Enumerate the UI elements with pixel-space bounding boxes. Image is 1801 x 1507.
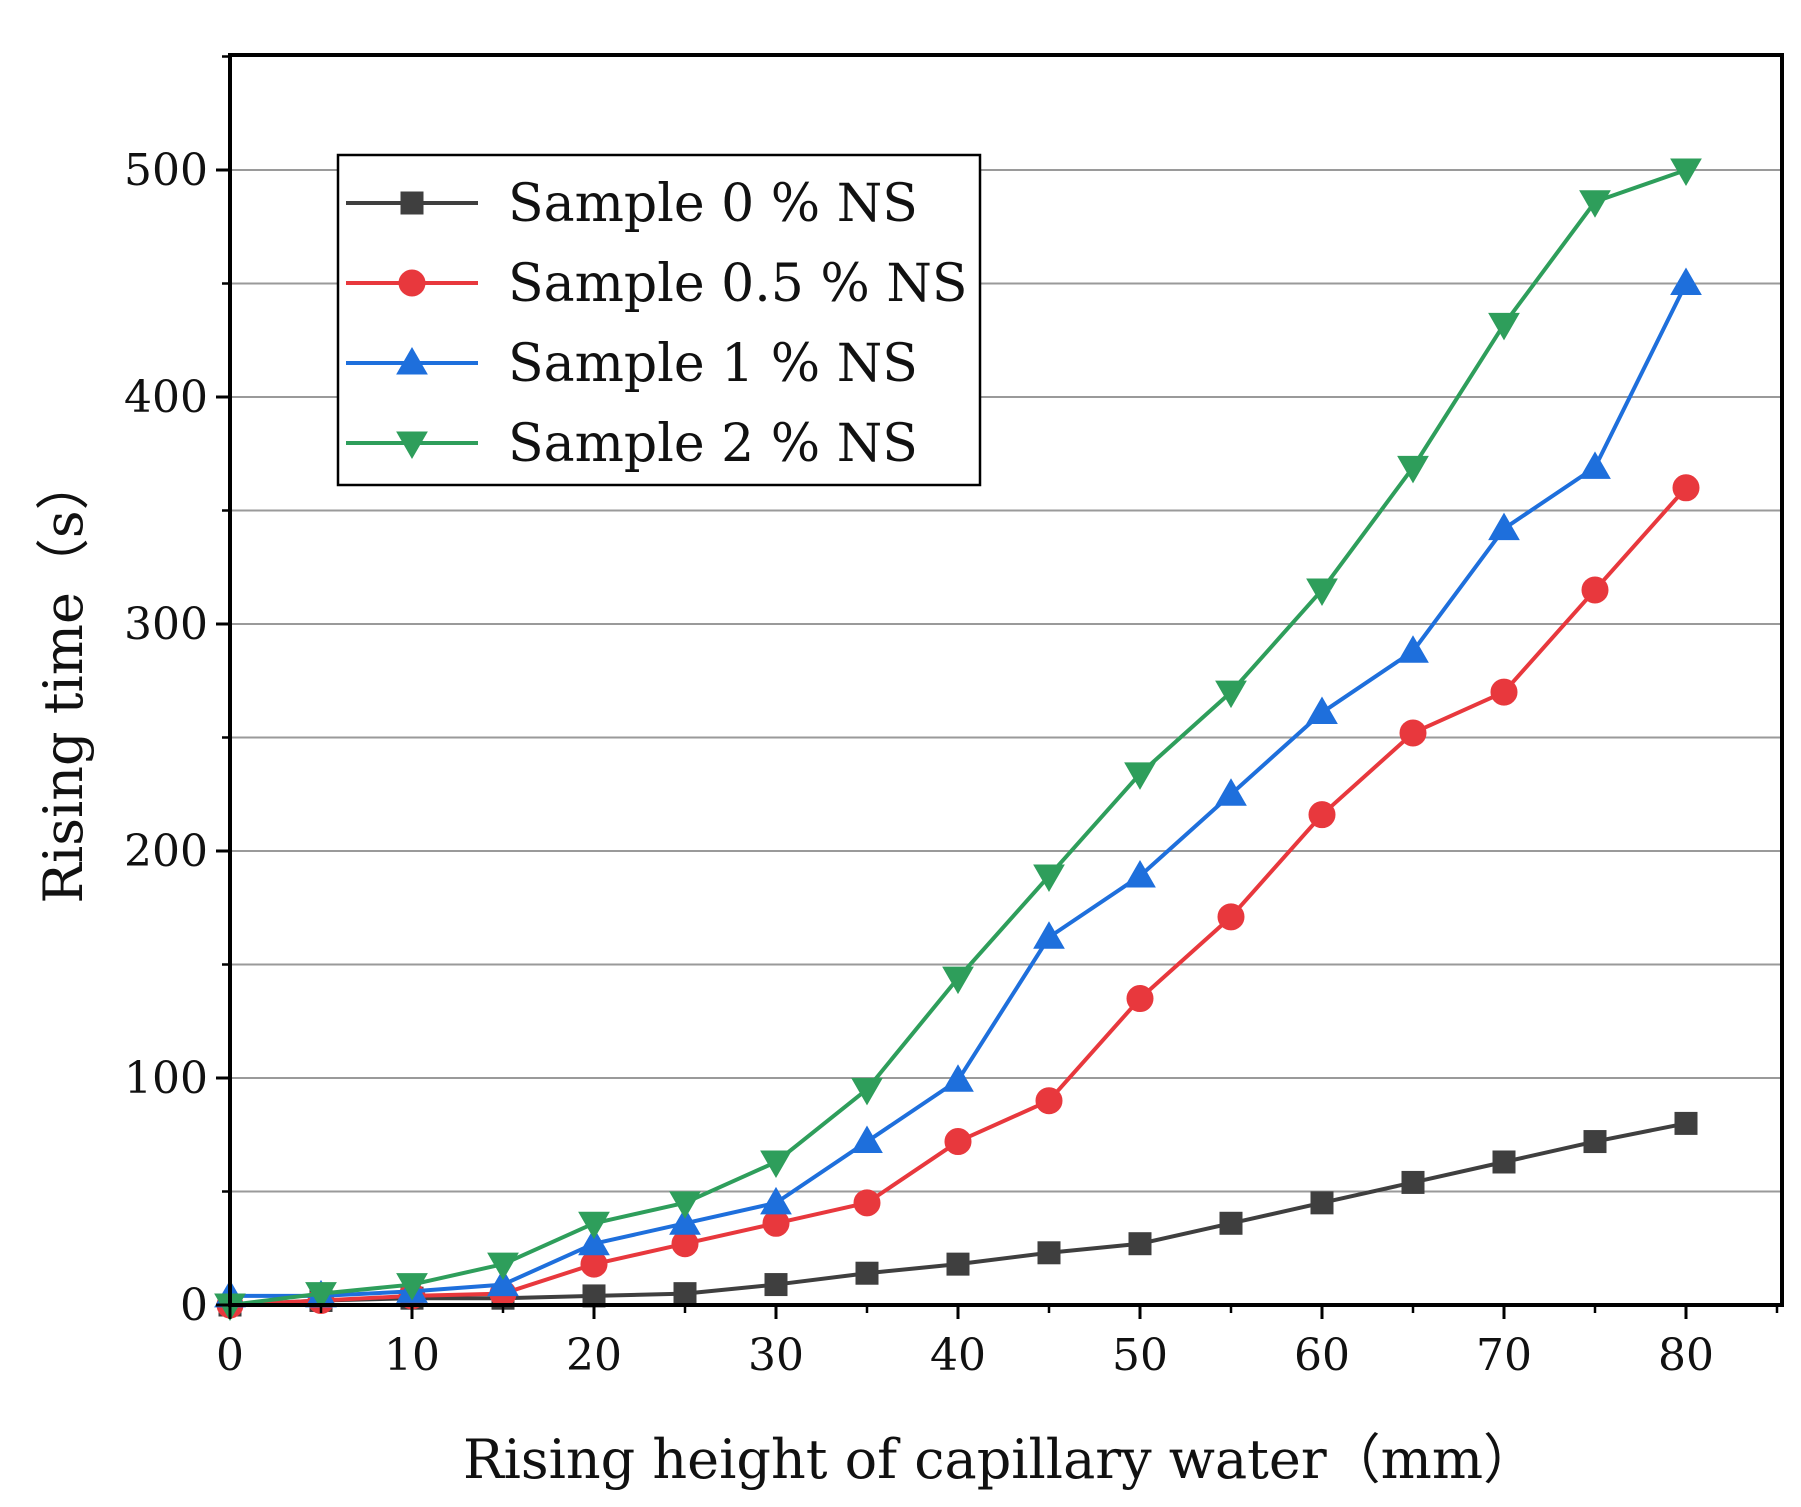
axis-ticks: 0 10 20 30 40 50 60 70 80 0 100 200 300 400 500 [124,55,1779,1381]
x-tick-label: 40 [930,1330,986,1381]
data-point [1037,1241,1061,1265]
legend-label: Sample 1 % NS [508,334,918,394]
data-point [578,1227,610,1256]
legend-marker [396,431,428,460]
data-point [305,1282,337,1310]
legend-label: Sample 0 % NS [508,174,918,234]
data-point [764,1273,788,1297]
data-point [1581,576,1609,604]
legend-item: Sample 1 % NS [346,334,918,394]
x-tick-label: 10 [384,1330,440,1381]
y-tick-label: 100 [124,1053,208,1104]
data-point [1492,1150,1516,1174]
x-tick-label: 60 [1294,1330,1350,1381]
data-point [1306,696,1338,725]
legend-item: Sample 2 % NS [346,414,918,474]
data-point [669,1207,701,1235]
data-point [1488,512,1520,541]
data-point [1670,158,1702,187]
data-point [1219,1211,1243,1235]
legend-label: Sample 0.5 % NS [508,254,967,314]
data-point [1124,762,1156,790]
legend-marker [400,191,424,215]
legend-label: Sample 2 % NS [508,414,918,474]
data-point [1215,778,1247,806]
y-tick-label: 300 [124,599,208,650]
data-point [853,1189,881,1217]
data-point [1397,635,1429,663]
y-tick-label: 500 [124,145,208,196]
y-tick-label: 200 [124,826,208,877]
data-point [578,1211,610,1240]
x-tick-label: 20 [566,1330,622,1381]
data-point [1215,680,1247,709]
data-point [942,1064,974,1092]
x-axis-title: Rising height of capillary water（mm） [463,1428,1537,1491]
legend-marker [396,346,428,375]
series-3 [214,158,1702,1322]
data-point [1035,1087,1063,1115]
data-point [1310,1191,1334,1215]
data-point [1217,903,1245,931]
data-point [942,966,974,995]
y-tick-label: 400 [124,372,208,423]
x-tick-label: 70 [1476,1330,1532,1381]
data-point [1583,1130,1607,1154]
data-point [1672,474,1700,502]
data-point [1488,312,1520,341]
y-tick-label: 0 [180,1280,208,1331]
x-tick-label: 50 [1112,1330,1168,1381]
data-point [396,1273,428,1301]
data-point [1306,578,1338,606]
legend-item: Sample 0 % NS [346,174,918,234]
data-point [487,1268,519,1297]
data-point [1397,455,1429,484]
data-point [1579,451,1611,479]
data-point [1126,985,1154,1013]
data-point [855,1261,879,1285]
data-point [669,1191,701,1219]
legend-marker [398,269,426,297]
data-point [851,1125,883,1154]
data-point [1033,864,1065,892]
data-point [1399,719,1427,747]
legend-item: Sample 0.5 % NS [346,254,967,314]
legend-box [336,153,982,487]
data-point [1308,801,1336,829]
legend: Sample 0 % NS Sample 0.5 % NS Sample 1 % N… [336,153,982,487]
data-point [1490,678,1518,706]
data-point [1128,1232,1152,1256]
plot-frame [228,53,1784,1307]
data-point [851,1077,883,1106]
y-axis-title: Rising time（s） [32,456,95,903]
data-point [1670,267,1702,295]
data-point [487,1252,519,1281]
data-point [1674,1111,1698,1135]
data-point [760,1150,792,1178]
x-tick-label: 0 [216,1330,244,1381]
data-point [944,1128,972,1156]
series-layer [214,158,1702,1322]
data-point [1579,190,1611,218]
data-point [760,1186,792,1215]
x-tick-label: 30 [748,1330,804,1381]
data-point [1033,921,1065,949]
data-point [1124,859,1156,888]
x-tick-label: 80 [1658,1330,1714,1381]
data-point [946,1252,970,1276]
data-point [1401,1170,1425,1194]
data-point [673,1282,697,1306]
